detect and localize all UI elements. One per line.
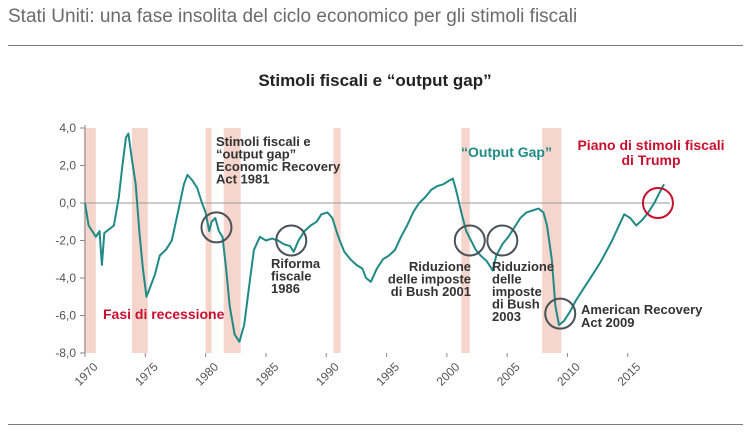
annotation-bush-2001: Riduzione bbox=[409, 259, 471, 274]
footer-divider bbox=[8, 424, 743, 425]
event-circle bbox=[641, 187, 674, 219]
header-divider bbox=[8, 45, 743, 46]
y-tick-label: -6,0 bbox=[55, 309, 76, 323]
y-tick-label: -4,0 bbox=[55, 271, 76, 285]
annotation-recession-label: Fasi di recessione bbox=[103, 306, 225, 322]
event-circle bbox=[200, 211, 233, 244]
annotation-stimoli-1981: “output gap” bbox=[216, 147, 296, 162]
annotation-riforma-1986: Riforma bbox=[271, 256, 321, 271]
chart-title: Stimoli fiscali e “output gap” bbox=[258, 71, 491, 90]
annotation-arra-2009: Act 2009 bbox=[581, 315, 634, 330]
recession-band bbox=[83, 128, 96, 353]
annotation-riforma-1986: fiscale bbox=[271, 269, 311, 284]
recession-band bbox=[461, 128, 470, 353]
y-tick-label: 4,0 bbox=[59, 121, 76, 135]
x-tick-label: 2000 bbox=[434, 360, 463, 389]
x-tick-label: 1985 bbox=[253, 360, 282, 389]
event-circle bbox=[486, 224, 519, 257]
x-tick-label: 2005 bbox=[494, 360, 523, 389]
annotation-bush-2003: imposte bbox=[492, 284, 542, 299]
x-tick-label: 1995 bbox=[373, 360, 402, 389]
x-tick-label: 1980 bbox=[192, 360, 221, 389]
event-circle bbox=[453, 224, 486, 257]
annotation-stimoli-1981: Act 1981 bbox=[216, 172, 269, 187]
x-tick-label: 2010 bbox=[554, 360, 583, 389]
annotation-trump: di Trump bbox=[621, 152, 680, 168]
output-gap-series-line bbox=[84, 132, 665, 343]
x-tick-label: 1970 bbox=[72, 360, 101, 389]
y-tick-label: 2,0 bbox=[59, 159, 76, 173]
y-tick-label: -8,0 bbox=[55, 346, 76, 360]
y-tick-label: 0,0 bbox=[59, 196, 76, 210]
annotation-riforma-1986: 1986 bbox=[271, 281, 300, 296]
y-tick-label: -2,0 bbox=[55, 234, 76, 248]
annotation-stimoli-1981: Stimoli fiscali e bbox=[216, 134, 311, 149]
annotation-bush-2003: delle bbox=[492, 272, 522, 287]
annotation-stimoli-1981: Economic Recovery bbox=[216, 159, 341, 174]
annotation-bush-2001: di Bush 2001 bbox=[391, 284, 471, 299]
x-tick-label: 2015 bbox=[615, 360, 644, 389]
annotation-arra-2009: American Recovery bbox=[581, 302, 703, 317]
page-title: Stati Uniti: una fase insolita del ciclo… bbox=[8, 6, 578, 27]
annotation-output-gap-label: “Output Gap” bbox=[461, 144, 552, 160]
annotation-bush-2003: 2003 bbox=[492, 309, 521, 324]
annotation-bush-2001: delle imposte bbox=[388, 272, 471, 287]
annotation-bush-2003: Riduzione bbox=[492, 259, 554, 274]
recession-band bbox=[542, 128, 562, 353]
annotation-trump: Piano di stimoli fiscali bbox=[577, 137, 724, 153]
annotation-bush-2003: di Bush bbox=[492, 297, 540, 312]
x-tick-label: 1990 bbox=[313, 360, 342, 389]
x-tick-label: 1975 bbox=[132, 360, 161, 389]
recession-band bbox=[333, 128, 341, 353]
event-circle bbox=[275, 224, 308, 257]
event-circle bbox=[544, 297, 577, 330]
